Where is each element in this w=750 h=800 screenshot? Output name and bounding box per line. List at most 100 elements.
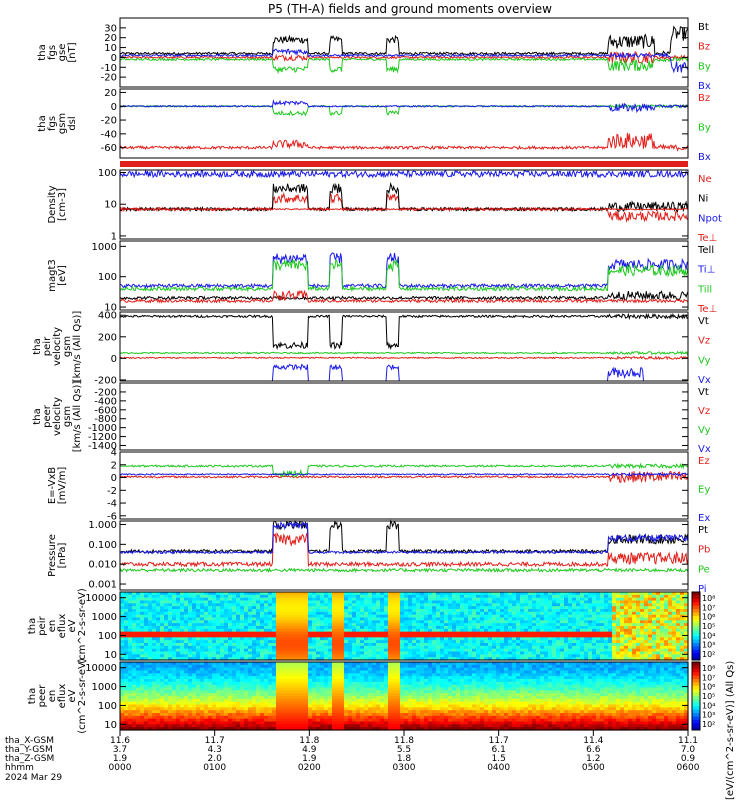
heatmap-cell — [360, 657, 365, 661]
heatmap-cell — [152, 713, 157, 717]
heatmap-cell — [596, 634, 601, 638]
heatmap-cell — [612, 623, 617, 627]
heatmap-cell — [256, 681, 261, 686]
heatmap-cell — [432, 628, 437, 633]
heatmap-cell — [136, 727, 141, 731]
heatmap-cell — [344, 634, 349, 638]
heatmap-cell — [312, 710, 317, 714]
heatmap-cell — [444, 626, 449, 630]
heatmap-cell — [252, 693, 257, 697]
heatmap-cell — [260, 693, 265, 697]
heatmap-cell — [404, 603, 409, 607]
heatmap-cell — [448, 617, 453, 621]
heatmap-cell — [208, 718, 213, 723]
heatmap-cell — [632, 645, 637, 650]
heatmap-cell — [232, 698, 237, 703]
heatmap-cell — [324, 600, 329, 604]
heatmap-cell — [492, 657, 497, 661]
heatmap-cell — [492, 643, 497, 647]
heatmap-cell — [192, 673, 197, 677]
colorbar-cell — [692, 629, 700, 634]
heatmap-cell — [308, 673, 313, 677]
heatmap-cell — [572, 651, 577, 655]
heatmap-cell — [180, 628, 185, 633]
heatmap-cell — [332, 631, 337, 636]
heatmap-cell — [244, 645, 249, 650]
heatmap-cell — [264, 687, 269, 691]
heatmap-cell — [152, 727, 157, 731]
heatmap-cell — [364, 614, 369, 619]
heatmap-cell — [400, 609, 405, 613]
heatmap-cell — [120, 724, 125, 728]
heatmap-cell — [584, 620, 589, 624]
heatmap-cell — [608, 648, 613, 653]
heatmap-cell — [560, 623, 565, 627]
heatmap-cell — [368, 623, 373, 627]
heatmap-cell — [456, 654, 461, 658]
heatmap-cell — [596, 606, 601, 610]
heatmap-cell — [532, 620, 537, 624]
heatmap-cell — [408, 606, 413, 610]
heatmap-cell — [232, 701, 237, 706]
heatmap-cell — [352, 634, 357, 638]
heatmap-cell — [148, 673, 153, 677]
heatmap-cell — [144, 670, 149, 674]
colorbar-cell — [692, 656, 700, 661]
heatmap-cell — [188, 609, 193, 613]
heatmap-cell — [600, 657, 605, 661]
heatmap-cell — [656, 657, 661, 661]
heatmap-cell — [260, 620, 265, 624]
heatmap-cell — [532, 651, 537, 655]
heatmap-cell — [624, 651, 629, 655]
heatmap-cell — [408, 614, 413, 619]
heatmap-cell — [156, 617, 161, 621]
heatmap-cell — [636, 651, 641, 655]
heatmap-cell — [572, 600, 577, 604]
heatmap-cell — [244, 679, 249, 683]
heatmap-cell — [576, 637, 581, 641]
heatmap-cell — [328, 721, 333, 725]
heatmap-cell — [456, 594, 461, 599]
heatmap-cell — [132, 623, 137, 627]
heatmap-cell — [564, 651, 569, 655]
heatmap-cell — [604, 634, 609, 638]
heatmap-cell — [324, 696, 329, 700]
heatmap-cell — [664, 592, 669, 596]
heatmap-cell — [244, 664, 249, 669]
heatmap-cell — [304, 724, 309, 728]
heatmap-cell — [408, 620, 413, 624]
heatmap-cell — [296, 600, 301, 604]
ytick-label: 10000 — [85, 593, 117, 604]
heatmap-cell — [404, 648, 409, 653]
heatmap-cell — [348, 654, 353, 658]
heatmap-cell — [400, 600, 405, 604]
heatmap-cell — [256, 693, 261, 697]
heatmap-cell — [332, 637, 337, 641]
heatmap-cell — [380, 628, 385, 633]
heatmap-cell — [224, 662, 229, 666]
heatmap-cell — [348, 620, 353, 624]
heatmap-cell — [164, 679, 169, 683]
heatmap-cell — [488, 651, 493, 655]
heatmap-cell — [148, 611, 153, 616]
heatmap-cell — [560, 631, 565, 636]
heatmap-cell — [248, 643, 253, 647]
heatmap-cell — [632, 651, 637, 655]
heatmap-cell — [236, 684, 241, 689]
heatmap-cell — [232, 597, 237, 602]
heatmap-cell — [120, 693, 125, 697]
heatmap-cell — [544, 594, 549, 599]
ylabel-text: gse — [57, 44, 68, 62]
heatmap-cell — [644, 611, 649, 616]
heatmap-cell — [360, 640, 365, 644]
heatmap-cell — [248, 667, 253, 672]
heatmap-cell — [264, 594, 269, 599]
heatmap-cell — [472, 640, 477, 644]
heatmap-cell — [176, 687, 181, 691]
heatmap-cell — [200, 676, 205, 680]
heatmap-cell — [208, 645, 213, 650]
heatmap-cell — [656, 603, 661, 607]
heatmap-cell — [284, 654, 289, 658]
series-Pb — [119, 531, 689, 568]
heatmap-cell — [248, 651, 253, 655]
